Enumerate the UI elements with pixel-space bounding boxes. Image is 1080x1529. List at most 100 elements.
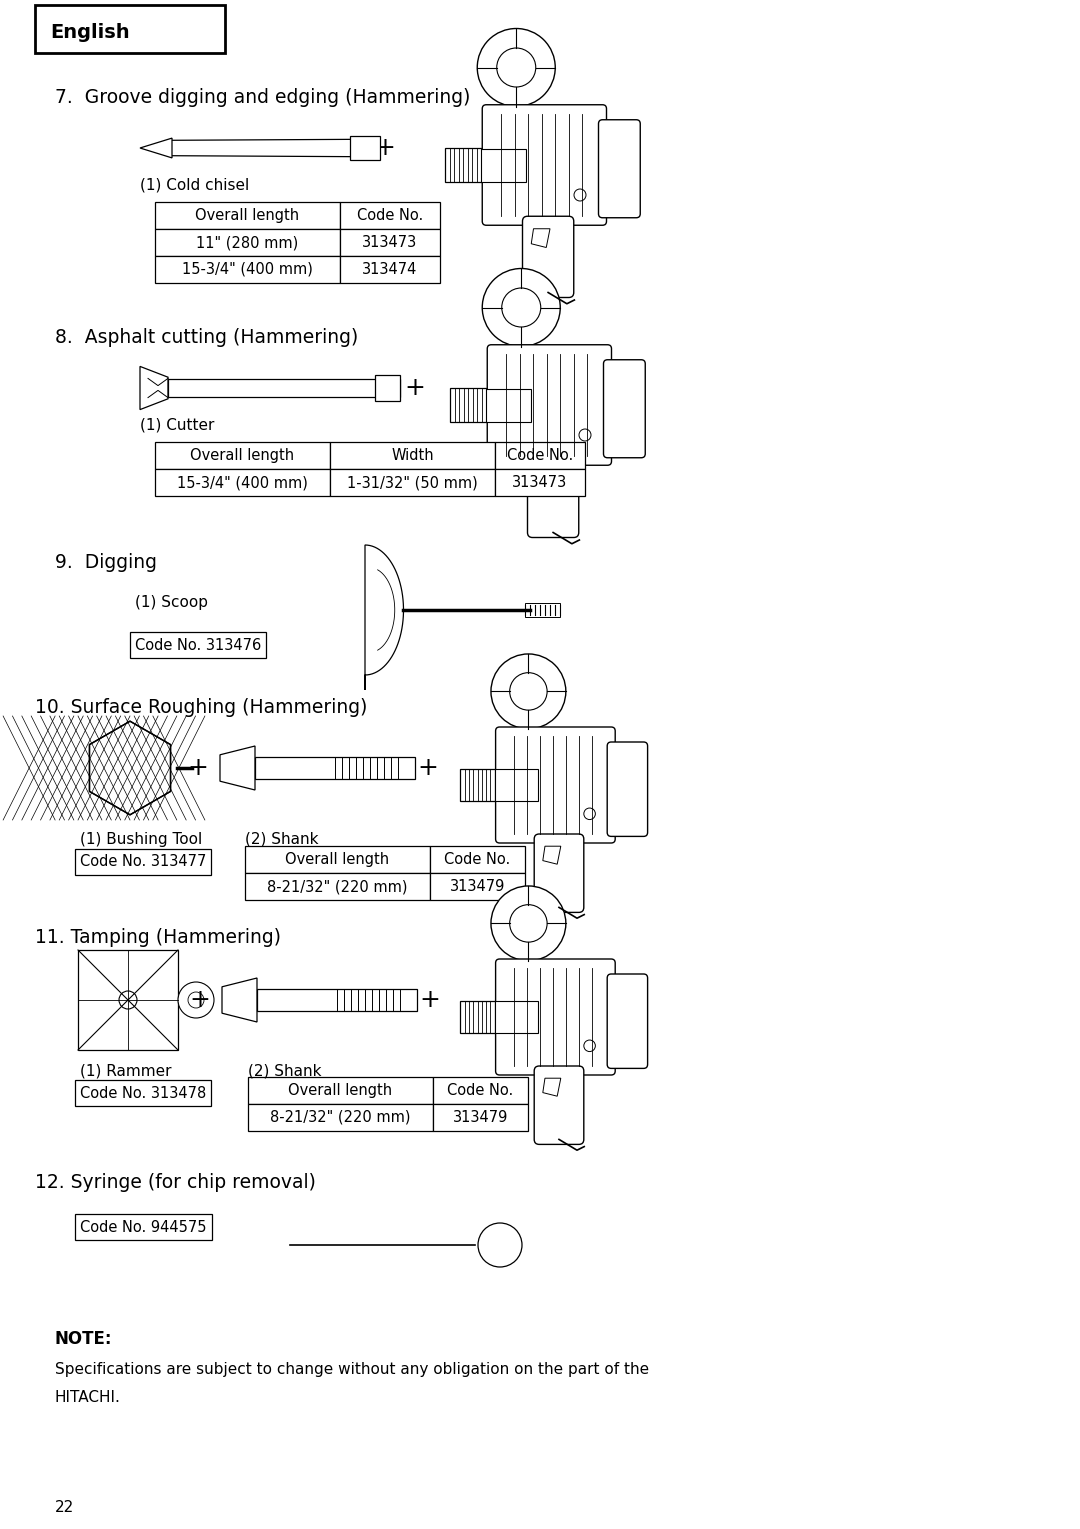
Bar (245, 873, 430, 901)
Text: +: + (188, 755, 208, 780)
Circle shape (188, 992, 204, 1008)
Text: (1) Bushing Tool: (1) Bushing Tool (80, 832, 202, 847)
Polygon shape (543, 1078, 561, 1096)
Polygon shape (140, 367, 168, 410)
Text: +: + (375, 136, 395, 161)
Text: 15-3/4" (400 mm): 15-3/4" (400 mm) (177, 476, 308, 489)
Text: HITACHI.: HITACHI. (55, 1390, 121, 1405)
Bar (340, 229, 440, 255)
Text: 313479: 313479 (453, 1110, 509, 1125)
Text: 313473: 313473 (512, 476, 568, 489)
Bar (430, 846, 525, 873)
Text: 8.  Asphalt cutting (Hammering): 8. Asphalt cutting (Hammering) (55, 329, 359, 347)
Text: Overall length: Overall length (285, 852, 390, 867)
Bar (248, 1104, 433, 1131)
Polygon shape (543, 846, 561, 864)
Bar (245, 846, 430, 873)
Polygon shape (257, 989, 417, 1011)
Text: (1) Cutter: (1) Cutter (140, 417, 214, 433)
FancyBboxPatch shape (496, 959, 616, 1075)
Text: 11. Tamping (Hammering): 11. Tamping (Hammering) (35, 928, 281, 946)
Bar (340, 202, 440, 229)
Text: 313474: 313474 (362, 261, 418, 277)
FancyBboxPatch shape (535, 1066, 584, 1144)
Polygon shape (170, 139, 380, 157)
Text: Code No.: Code No. (447, 1083, 514, 1098)
Text: Overall length: Overall length (195, 208, 299, 223)
Bar (340, 255, 440, 283)
Polygon shape (220, 746, 255, 790)
Polygon shape (537, 469, 555, 488)
Text: (1) Scoop: (1) Scoop (135, 595, 208, 610)
Bar (156, 202, 340, 229)
Text: +: + (418, 755, 438, 780)
Text: (2) Shank: (2) Shank (245, 832, 319, 847)
Bar (35, 5, 225, 54)
Text: 11" (280 mm): 11" (280 mm) (197, 235, 299, 251)
Text: Code No.: Code No. (444, 852, 511, 867)
Text: 8-21/32" (220 mm): 8-21/32" (220 mm) (270, 1110, 410, 1125)
Text: Code No. 313478: Code No. 313478 (80, 1086, 206, 1101)
Bar (482, 148, 526, 182)
Bar (450, 388, 491, 422)
Text: 10. Surface Roughing (Hammering): 10. Surface Roughing (Hammering) (35, 699, 367, 717)
FancyBboxPatch shape (604, 359, 645, 457)
FancyBboxPatch shape (483, 106, 607, 225)
Circle shape (497, 47, 536, 87)
Bar (495, 769, 538, 801)
Text: 313473: 313473 (363, 235, 418, 251)
Bar (495, 469, 585, 495)
Bar (486, 388, 531, 422)
FancyBboxPatch shape (496, 726, 616, 842)
Text: Specifications are subject to change without any obligation on the part of the: Specifications are subject to change wit… (55, 1362, 649, 1378)
Bar (430, 873, 525, 901)
Bar (433, 1076, 528, 1104)
Circle shape (502, 287, 541, 327)
Circle shape (478, 1223, 522, 1268)
Text: +: + (419, 988, 441, 1012)
Text: 1-31/32" (50 mm): 1-31/32" (50 mm) (347, 476, 477, 489)
Circle shape (584, 807, 595, 820)
FancyBboxPatch shape (607, 742, 648, 836)
Circle shape (483, 269, 561, 347)
Bar (156, 469, 330, 495)
Text: Code No.: Code No. (356, 208, 423, 223)
Polygon shape (90, 722, 171, 815)
FancyBboxPatch shape (527, 456, 579, 538)
Circle shape (584, 1040, 595, 1052)
Text: 7.  Groove digging and edging (Hammering): 7. Groove digging and edging (Hammering) (55, 89, 471, 107)
Bar (156, 442, 330, 469)
Polygon shape (365, 544, 404, 690)
Polygon shape (375, 375, 400, 401)
Text: NOTE:: NOTE: (55, 1330, 112, 1349)
Polygon shape (350, 136, 380, 161)
Text: (1) Rammer: (1) Rammer (80, 1063, 172, 1078)
Text: (2) Shank: (2) Shank (248, 1063, 322, 1078)
Bar (445, 148, 486, 182)
FancyBboxPatch shape (535, 833, 584, 913)
Text: Overall length: Overall length (288, 1083, 392, 1098)
Text: 15-3/4" (400 mm): 15-3/4" (400 mm) (183, 261, 313, 277)
FancyBboxPatch shape (523, 216, 573, 298)
Polygon shape (222, 979, 257, 1021)
FancyBboxPatch shape (598, 119, 640, 217)
Text: (1) Cold chisel: (1) Cold chisel (140, 177, 249, 193)
Text: Code No. 313477: Code No. 313477 (80, 855, 206, 870)
FancyBboxPatch shape (487, 344, 611, 465)
Polygon shape (168, 379, 400, 398)
Text: +: + (190, 988, 211, 1012)
Circle shape (477, 29, 555, 107)
Circle shape (491, 654, 566, 729)
Bar (460, 1001, 500, 1034)
FancyBboxPatch shape (607, 974, 648, 1069)
Circle shape (510, 673, 548, 709)
Bar (156, 229, 340, 255)
Text: 9.  Digging: 9. Digging (55, 553, 157, 572)
Text: Code No. 944575: Code No. 944575 (80, 1220, 206, 1234)
Bar (525, 602, 561, 618)
Bar (248, 1076, 433, 1104)
Text: 12. Syringe (for chip removal): 12. Syringe (for chip removal) (35, 1173, 315, 1193)
Bar (460, 769, 500, 801)
Text: 8-21/32" (220 mm): 8-21/32" (220 mm) (267, 879, 408, 894)
Bar (495, 1001, 538, 1034)
